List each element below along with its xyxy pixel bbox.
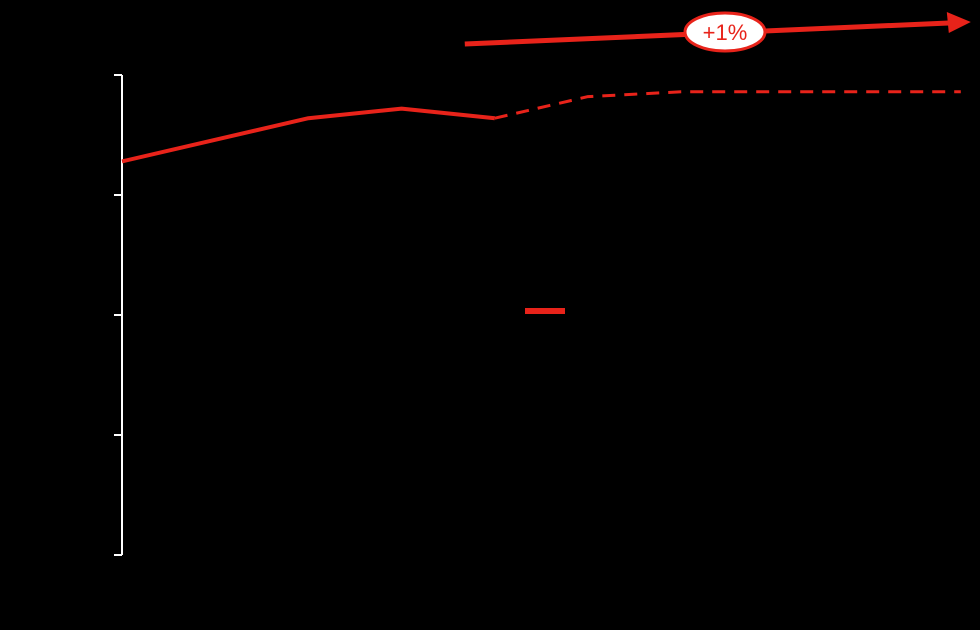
trend-callout-label: +1% xyxy=(703,20,748,45)
trend-arrowhead xyxy=(946,12,971,33)
y-axis xyxy=(114,74,123,556)
trend-callout-badge xyxy=(683,11,767,53)
series-line-forecast xyxy=(494,90,961,120)
trend-callout: +1% xyxy=(464,11,971,53)
series-lines xyxy=(121,90,961,164)
series-line-actual xyxy=(121,106,496,164)
